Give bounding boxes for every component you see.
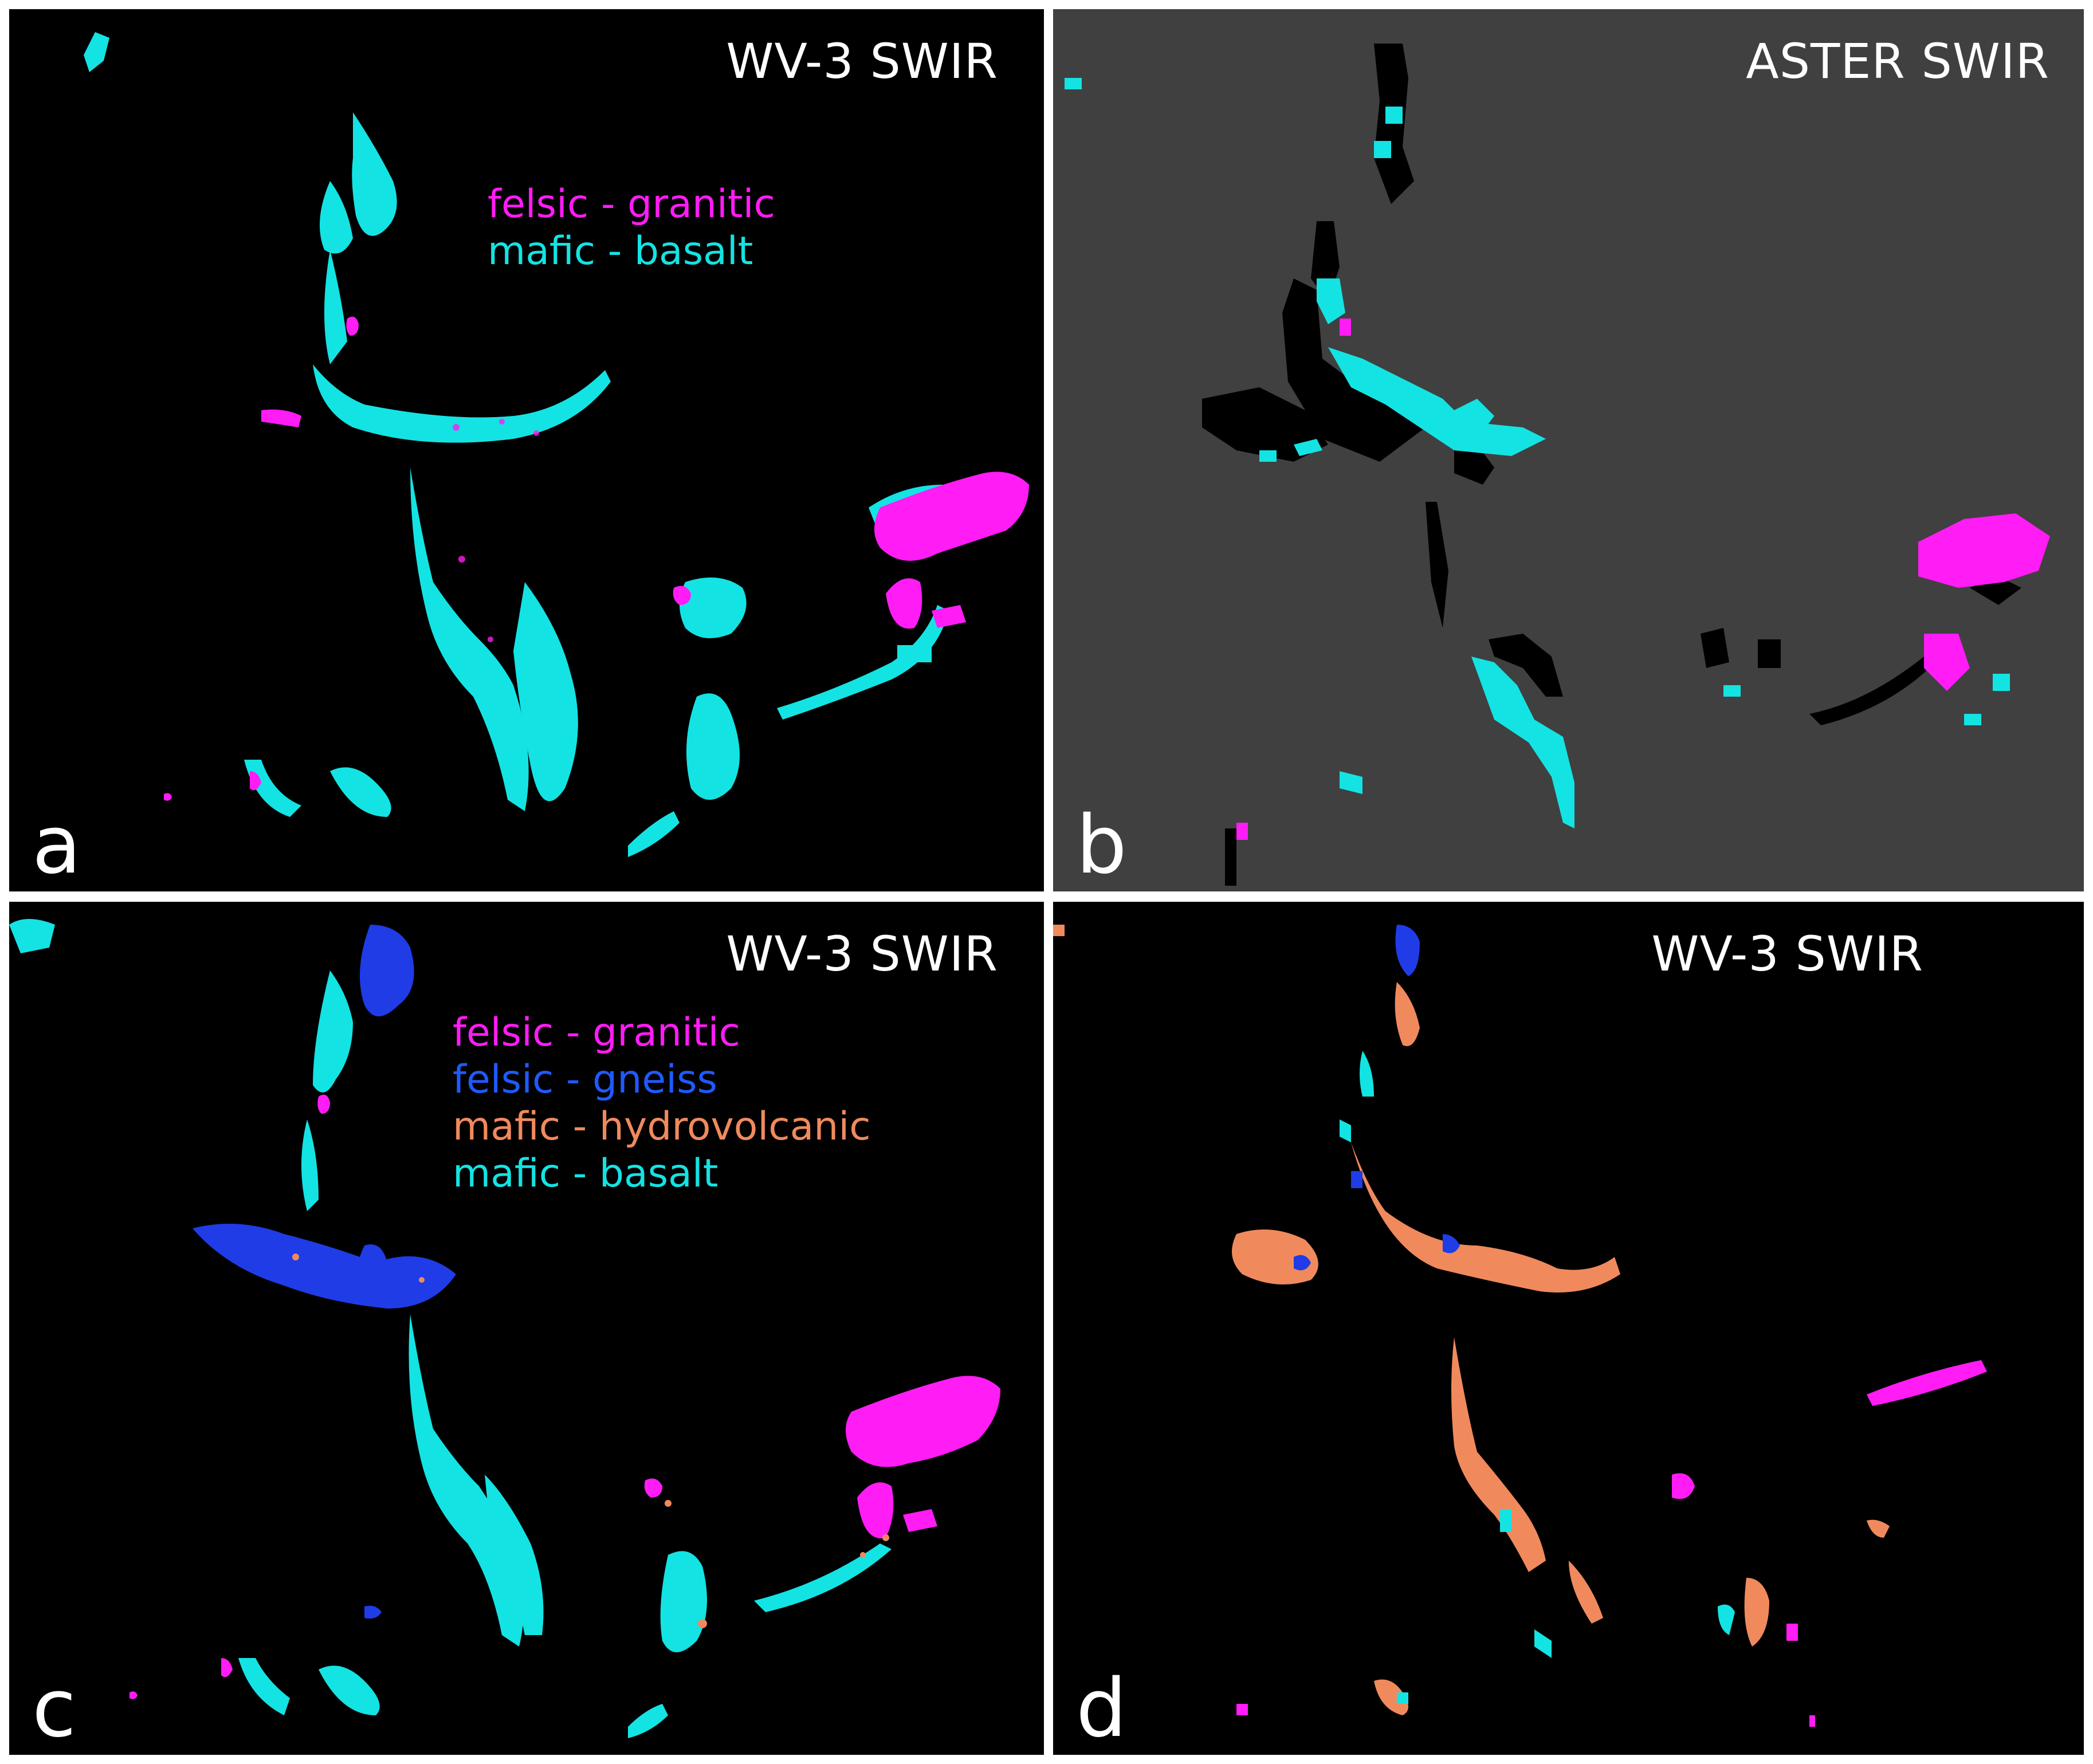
unclassified-areas xyxy=(1202,44,2021,886)
classification-map-b xyxy=(1053,9,2084,891)
mafic-hydrovolcanic-areas xyxy=(1053,925,1890,1715)
panel-title: ASTER SWIR xyxy=(1746,33,2049,89)
felsic-granitic-areas xyxy=(1236,1360,1987,1727)
legend-item-felsic-granitic: felsic - granitic xyxy=(453,1010,740,1055)
legend-item-mafic-basalt: mafic - basalt xyxy=(488,229,753,274)
mafic-basalt-areas xyxy=(84,32,949,857)
legend-item-felsic-granitic: felsic - granitic xyxy=(488,182,775,227)
panel-letter: d xyxy=(1076,1662,1127,1755)
felsic-gneiss-areas xyxy=(193,925,456,1619)
map-panel-b: ASTER SWIR b xyxy=(1053,9,2084,891)
felsic-granitic-areas xyxy=(164,316,1029,801)
legend: felsic - granitic felsic - gneiss mafic … xyxy=(453,1009,871,1197)
panel-title: WV-3 SWIR xyxy=(1651,926,1923,982)
map-panel-d: WV-3 SWIR d xyxy=(1053,902,2084,1755)
mafic-basalt-areas xyxy=(1065,78,2010,828)
felsic-granitic-areas xyxy=(1236,319,2050,840)
panel-letter: b xyxy=(1076,799,1127,891)
panel-title: WV-3 SWIR xyxy=(726,926,998,982)
legend-item-felsic-gneiss: felsic - gneiss xyxy=(453,1057,717,1102)
panel-title: WV-3 SWIR xyxy=(726,33,998,89)
felsic-gneiss-areas xyxy=(1294,925,1460,1271)
legend-item-mafic-basalt: mafic - basalt xyxy=(453,1151,718,1196)
mafic-basalt-areas xyxy=(9,919,892,1738)
classification-map-d xyxy=(1053,902,2084,1755)
panel-letter: c xyxy=(32,1662,76,1755)
map-panel-a: WV-3 SWIR felsic - granitic mafic - basa… xyxy=(9,9,1044,891)
legend: felsic - granitic mafic - basalt xyxy=(488,181,775,275)
mafic-basalt-areas xyxy=(1340,1051,1735,1704)
panel-letter: a xyxy=(32,799,81,891)
classification-map-a xyxy=(9,9,1044,891)
felsic-granitic-areas xyxy=(129,1094,1000,1699)
legend-item-mafic-hydrovolcanic: mafic - hydrovolcanic xyxy=(453,1104,871,1149)
map-panel-c: WV-3 SWIR felsic - granitic felsic - gne… xyxy=(9,902,1044,1755)
classification-map-c xyxy=(9,902,1044,1755)
mafic-hydrovolcanic-areas xyxy=(292,1254,889,1628)
